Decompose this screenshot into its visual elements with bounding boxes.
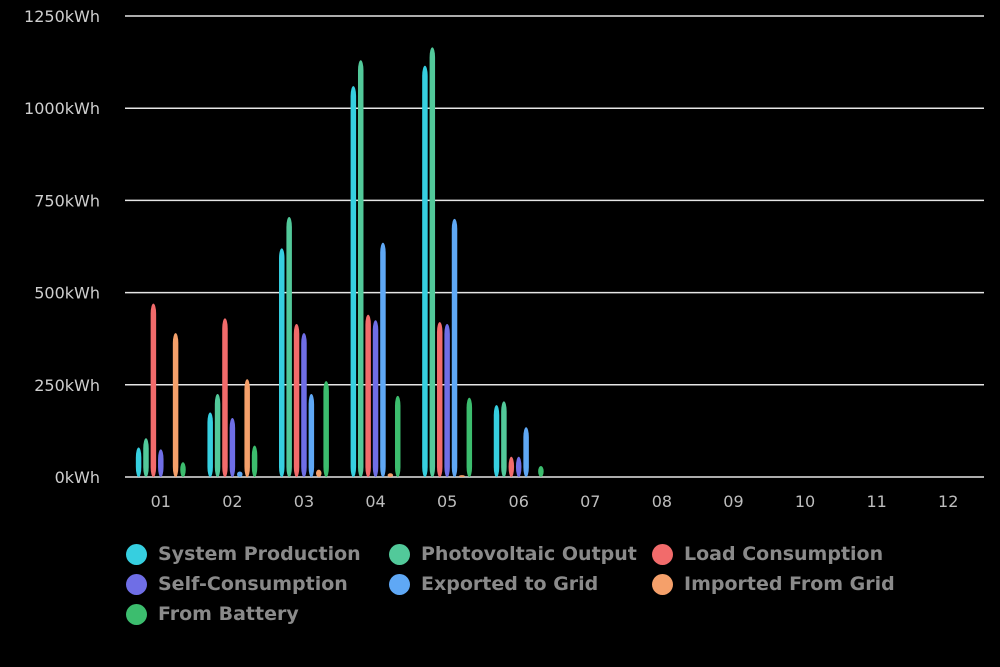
legend-label: System Production	[158, 543, 361, 565]
legend-label: Imported From Grid	[684, 573, 895, 595]
x-tick-label: 02	[222, 492, 242, 511]
bar[interactable]	[180, 462, 186, 477]
bar[interactable]	[422, 65, 428, 477]
x-tick-label: 11	[866, 492, 886, 511]
bar[interactable]	[515, 456, 522, 477]
legend-swatch	[126, 573, 147, 595]
bar[interactable]	[244, 379, 250, 477]
legend-label: From Battery	[158, 603, 299, 625]
y-tick-label: 1000kWh	[24, 99, 100, 118]
bar[interactable]	[380, 242, 386, 477]
y-tick-label: 250kWh	[34, 376, 100, 395]
bar[interactable]	[308, 394, 315, 477]
bar[interactable]	[387, 473, 394, 477]
y-tick-label: 750kWh	[34, 191, 100, 210]
x-tick-label: 06	[509, 492, 529, 511]
legend-item[interactable]: Exported to Grid	[389, 572, 652, 596]
bar[interactable]	[350, 86, 357, 477]
bar[interactable]	[372, 320, 379, 477]
legend-item[interactable]: Load Consumption	[652, 542, 915, 566]
legend-item[interactable]: System Production	[126, 542, 389, 566]
legend: System Production Photovoltaic Output Load…	[126, 542, 986, 626]
x-tick-label: 08	[652, 492, 672, 511]
legend-label: Load Consumption	[684, 543, 884, 565]
bar[interactable]	[207, 412, 213, 477]
bar[interactable]	[158, 449, 164, 477]
bar[interactable]	[459, 475, 465, 477]
y-tick-label: 1250kWh	[24, 7, 100, 26]
x-tick-label: 04	[365, 492, 385, 511]
bar[interactable]	[214, 394, 221, 477]
bar[interactable]	[444, 323, 450, 477]
bar[interactable]	[301, 333, 307, 477]
bar[interactable]	[229, 417, 236, 477]
bar[interactable]	[293, 323, 300, 477]
bar[interactable]	[451, 218, 458, 477]
bars	[135, 47, 544, 478]
bar[interactable]	[172, 333, 179, 477]
bar[interactable]	[143, 438, 149, 477]
bar[interactable]	[429, 47, 436, 477]
bar[interactable]	[286, 217, 292, 477]
legend-swatch	[126, 603, 147, 625]
legend-label: Self-Consumption	[158, 573, 348, 595]
bar[interactable]	[135, 447, 142, 478]
legend-item[interactable]: Self-Consumption	[126, 572, 389, 596]
x-tick-label: 09	[723, 492, 743, 511]
legend-swatch	[652, 543, 673, 565]
bar[interactable]	[365, 314, 371, 477]
legend-swatch	[389, 543, 410, 565]
legend-item[interactable]: Imported From Grid	[652, 572, 915, 596]
bar[interactable]	[237, 471, 243, 477]
bar[interactable]	[357, 60, 364, 477]
gridlines	[125, 15, 984, 478]
x-tick-label: 03	[294, 492, 314, 511]
bar[interactable]	[394, 395, 401, 477]
legend-item[interactable]: Photovoltaic Output	[389, 542, 652, 566]
legend-swatch	[652, 573, 673, 595]
legend-label: Exported to Grid	[421, 573, 599, 595]
bar[interactable]	[466, 397, 473, 477]
bar[interactable]	[538, 465, 544, 477]
legend-label: Photovoltaic Output	[421, 543, 637, 565]
legend-swatch	[389, 573, 410, 595]
bar[interactable]	[523, 427, 529, 477]
x-tick-label: 07	[580, 492, 600, 511]
bar[interactable]	[251, 445, 258, 477]
x-tick-label: 01	[151, 492, 171, 511]
bar[interactable]	[493, 405, 500, 477]
bar[interactable]	[508, 456, 515, 477]
x-tick-label: 10	[795, 492, 815, 511]
x-tick-label: 05	[437, 492, 457, 511]
bar[interactable]	[222, 318, 228, 477]
bar[interactable]	[323, 381, 329, 477]
y-axis: 0kWh 250kWh 500kWh 750kWh 1000kWh 1250kWh	[24, 7, 100, 487]
x-tick-label: 12	[938, 492, 958, 511]
legend-item[interactable]: From Battery	[126, 602, 389, 626]
bar[interactable]	[501, 401, 507, 477]
bar[interactable]	[150, 303, 157, 477]
y-tick-label: 0kWh	[55, 468, 100, 487]
bar[interactable]	[316, 469, 322, 477]
y-tick-label: 500kWh	[34, 284, 100, 303]
legend-swatch	[126, 543, 147, 565]
bar[interactable]	[436, 322, 443, 477]
bar[interactable]	[279, 248, 285, 477]
x-axis: 01 02 03 04 05 06 07 08 09 10 11 12	[151, 492, 959, 511]
